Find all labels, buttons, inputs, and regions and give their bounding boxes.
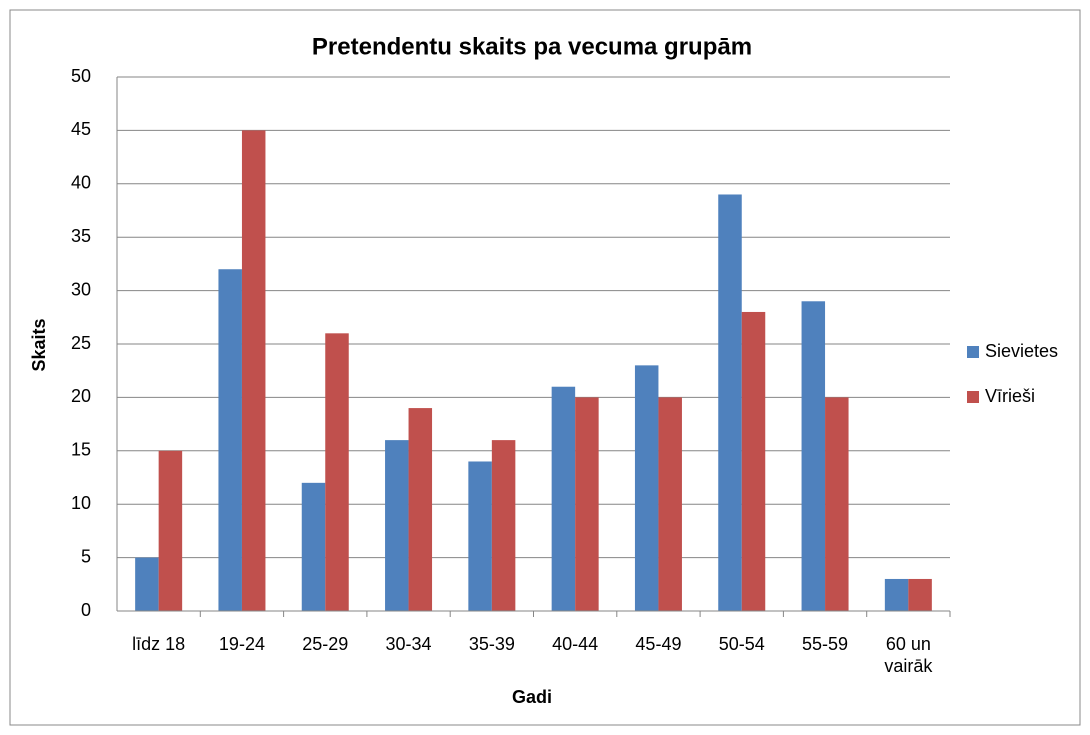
x-tick-label: 45-49 <box>635 634 682 654</box>
y-tick-label: 20 <box>71 386 91 406</box>
bar <box>135 557 159 611</box>
y-tick-label: 15 <box>71 440 91 460</box>
x-tick-label: 19-24 <box>218 634 265 654</box>
bar <box>491 440 516 611</box>
bar <box>408 408 433 611</box>
bar <box>718 194 742 612</box>
legend-label: Sievietes <box>985 341 1058 361</box>
bar <box>825 397 849 611</box>
bar <box>241 130 266 611</box>
bar <box>158 450 183 611</box>
y-tick-label: 45 <box>71 119 91 139</box>
x-tick-label: līdz 18 <box>132 634 186 654</box>
bar <box>468 461 492 611</box>
bar <box>385 440 409 611</box>
y-tick-label: 30 <box>71 279 91 299</box>
x-tick-label: 60 un vairāk <box>884 634 933 676</box>
x-axis-label: Gadi <box>512 687 552 707</box>
y-tick-label: 0 <box>81 600 91 620</box>
bar <box>634 365 659 611</box>
x-tick-label: 30-34 <box>385 634 432 654</box>
legend-swatch <box>967 346 979 358</box>
y-tick-label: 35 <box>71 226 91 246</box>
y-tick-label: 25 <box>71 333 91 353</box>
x-tick-label: 35-39 <box>468 634 515 654</box>
bar <box>325 333 349 611</box>
bar <box>801 301 826 611</box>
x-tick-label: 50-54 <box>718 634 765 654</box>
bar <box>884 578 909 611</box>
bar <box>551 386 576 611</box>
bar <box>575 397 599 611</box>
y-tick-label: 40 <box>71 173 91 193</box>
y-tick-label: 50 <box>71 66 91 86</box>
bar <box>301 482 326 611</box>
x-tick-label: 55-59 <box>802 634 849 654</box>
bar <box>218 269 242 611</box>
legend-swatch <box>967 391 979 403</box>
bar <box>741 311 766 611</box>
y-tick-label: 10 <box>71 493 91 513</box>
x-tick-label: 25-29 <box>302 634 349 654</box>
bar <box>908 578 932 611</box>
legend-label: Vīrieši <box>985 386 1035 406</box>
y-axis-label: Skaits <box>29 318 49 371</box>
chart-title: Pretendentu skaits pa vecuma grupām <box>312 33 752 60</box>
bar <box>658 397 682 611</box>
y-tick-label: 5 <box>81 546 91 566</box>
chart-border <box>9 9 1081 726</box>
x-tick-label: 40-44 <box>552 634 599 654</box>
